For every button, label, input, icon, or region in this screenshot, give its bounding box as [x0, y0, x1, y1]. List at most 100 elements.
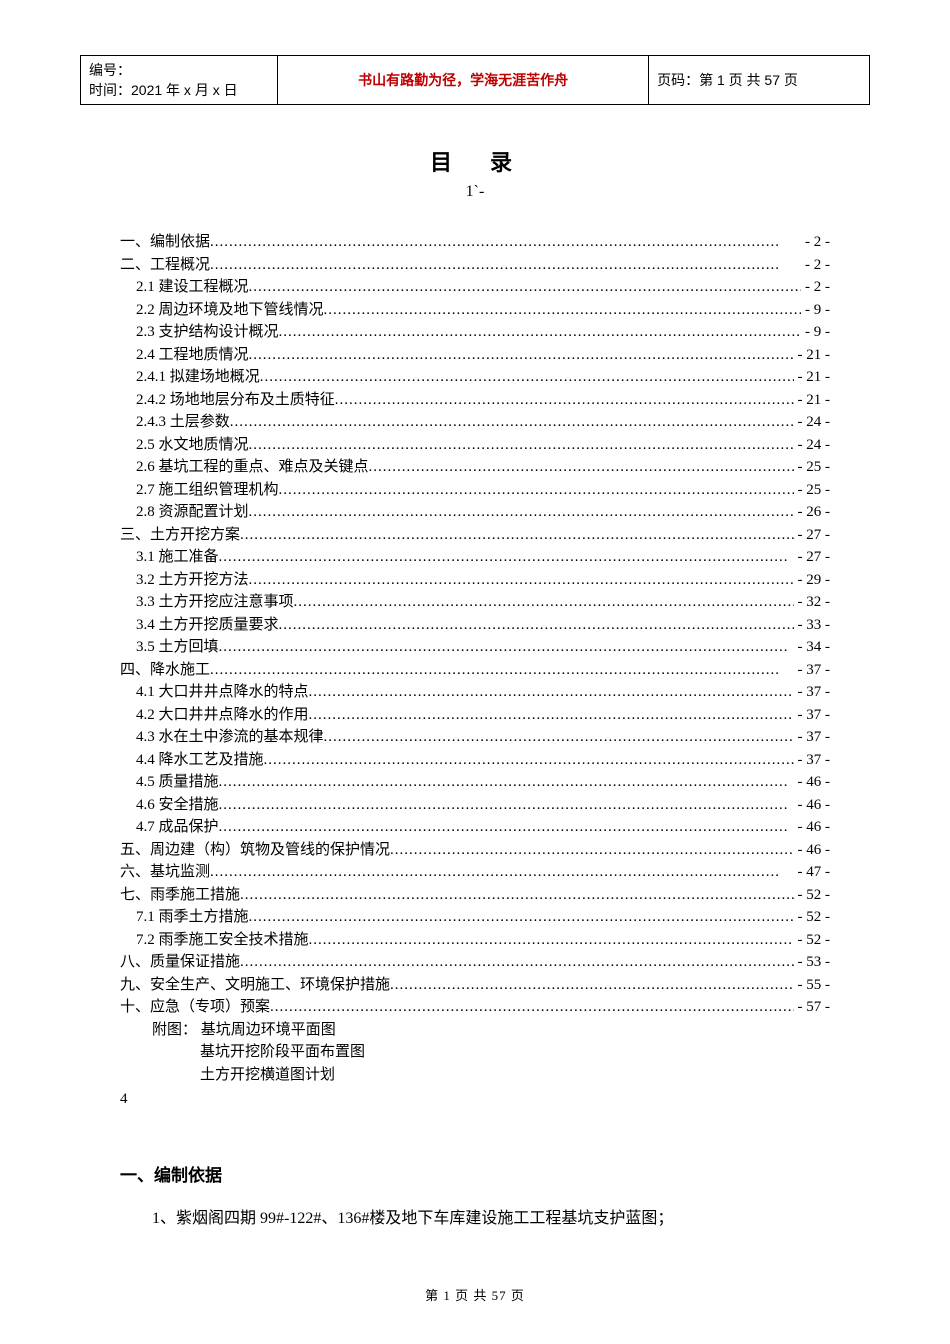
- toc-entry: 四、降水施工- 37 -: [120, 659, 830, 682]
- toc-label: 2.6 基坑工程的重点、难点及关键点: [136, 456, 369, 479]
- toc-page-number: - 46 -: [794, 794, 831, 817]
- toc-entry: 2.3 支护结构设计概况- 9 -: [120, 321, 830, 344]
- attachment-item: 基坑开挖阶段平面布置图: [120, 1041, 830, 1064]
- toc-label: 4.5 质量措施: [136, 771, 219, 794]
- toc-entry: 2.4.2 场地地层分布及土质特征- 21 -: [120, 389, 830, 412]
- toc-label: 3.5 土方回填: [136, 636, 219, 659]
- toc-page-number: - 24 -: [794, 434, 831, 457]
- toc-leader-dots: [240, 884, 793, 907]
- toc-leader-dots: [279, 321, 801, 344]
- toc-page-number: - 46 -: [794, 771, 831, 794]
- toc-label: 三、土方开挖方案: [120, 524, 240, 547]
- toc-label: 3.4 土方开挖质量要求: [136, 614, 279, 637]
- toc-label: 七、雨季施工措施: [120, 884, 240, 907]
- toc-entry: 六、基坑监测- 47 -: [120, 861, 830, 884]
- header-motto: 书山有路勤为径，学海无涯苦作舟: [278, 56, 649, 105]
- toc-page-number: - 21 -: [794, 344, 831, 367]
- toc-page-number: - 2 -: [801, 231, 830, 254]
- toc-leader-dots: [219, 546, 794, 569]
- toc-leader-dots: [219, 816, 794, 839]
- toc-leader-dots: [240, 524, 793, 547]
- toc-entry: 三、土方开挖方案 - 27 -: [120, 524, 830, 547]
- toc-page-number: - 21 -: [794, 366, 831, 389]
- toc-entry: 4.6 安全措施- 46 -: [120, 794, 830, 817]
- toc-leader-dots: [230, 411, 794, 434]
- toc-entry: 十、应急（专项）预案 - 57 -: [120, 996, 830, 1019]
- page-subtitle: 1`-: [80, 183, 870, 201]
- toc-leader-dots: [210, 231, 801, 254]
- attachment-item: 土方开挖横道图计划: [120, 1064, 830, 1087]
- toc-leader-dots: [279, 614, 794, 637]
- toc-entry: 3.3 土方开挖应注意事项 - 32 -: [120, 591, 830, 614]
- toc-leader-dots: [270, 996, 793, 1019]
- toc-page-number: - 24 -: [794, 411, 831, 434]
- toc-leader-dots: [390, 974, 793, 997]
- section-heading: 一、编制依据: [80, 1161, 870, 1186]
- toc-leader-dots: [279, 479, 794, 502]
- toc-entry: 7.1 雨季土方措施- 52 -: [120, 906, 830, 929]
- toc-page-number: - 46 -: [794, 816, 831, 839]
- toc-page-number: - 34 -: [794, 636, 831, 659]
- stray-number: 4: [120, 1088, 830, 1111]
- toc-label: 2.4.1 拟建场地概况: [136, 366, 260, 389]
- toc-leader-dots: [309, 681, 794, 704]
- toc-entry: 3.2 土方开挖方法- 29 -: [120, 569, 830, 592]
- toc-page-number: - 46 -: [794, 839, 831, 862]
- toc-page-number: - 25 -: [794, 456, 831, 479]
- toc-page-number: - 32 -: [794, 591, 831, 614]
- toc-entry: 4.7 成品保护 - 46 -: [120, 816, 830, 839]
- toc-leader-dots: [309, 704, 794, 727]
- toc-page-number: - 37 -: [794, 681, 831, 704]
- body-paragraph: 1、紫烟阁四期 99#-122#、136#楼及地下车库建设施工工程基坑支护蓝图；: [80, 1204, 870, 1228]
- toc-entry: 二、工程概况- 2 -: [120, 254, 830, 277]
- toc-label: 九、安全生产、文明施工、环境保护措施: [120, 974, 390, 997]
- toc-entry: 五、周边建（构）筑物及管线的保护情况 - 46 -: [120, 839, 830, 862]
- toc-page-number: - 52 -: [794, 906, 831, 929]
- document-page: 编号： 时间：2021 年 x 月 x 日 书山有路勤为径，学海无涯苦作舟 页码…: [0, 0, 950, 1268]
- toc-leader-dots: [249, 569, 794, 592]
- toc-label: 7.2 雨季施工安全技术措施: [136, 929, 309, 952]
- toc-label: 十、应急（专项）预案: [120, 996, 270, 1019]
- toc-entry: 4.4 降水工艺及措施- 37 -: [120, 749, 830, 772]
- toc-page-number: - 26 -: [794, 501, 831, 524]
- toc-leader-dots: [249, 501, 794, 524]
- toc-leader-dots: [260, 366, 794, 389]
- toc-entry: 2.4.3 土层参数- 24 -: [120, 411, 830, 434]
- toc-label: 4.7 成品保护: [136, 816, 219, 839]
- toc-leader-dots: [369, 456, 794, 479]
- toc-page-number: - 55 -: [794, 974, 831, 997]
- toc-entry: 2.1 建设工程概况- 2 -: [120, 276, 830, 299]
- toc-label: 五、周边建（构）筑物及管线的保护情况: [120, 839, 390, 862]
- toc-page-number: - 29 -: [794, 569, 831, 592]
- toc-label: 八、质量保证措施: [120, 951, 240, 974]
- toc-page-number: - 27 -: [794, 524, 831, 547]
- toc-entry: 2.4.1 拟建场地概况 - 21 -: [120, 366, 830, 389]
- toc-label: 2.4 工程地质情况: [136, 344, 249, 367]
- attachment-prefix: 附图：: [152, 1022, 197, 1038]
- toc-leader-dots: [210, 861, 793, 884]
- toc-leader-dots: [249, 434, 794, 457]
- toc-entry: 一、编制依据- 2 -: [120, 231, 830, 254]
- toc-leader-dots: [219, 771, 794, 794]
- toc-entry: 九、安全生产、文明施工、环境保护措施 - 55 -: [120, 974, 830, 997]
- toc-leader-dots: [324, 726, 794, 749]
- page-title: 目 录: [80, 145, 870, 177]
- toc-leader-dots: [249, 906, 794, 929]
- doc-date-label: 时间：2021 年 x 月 x 日: [89, 80, 269, 100]
- toc-page-number: - 52 -: [794, 884, 831, 907]
- toc-label: 4.4 降水工艺及措施: [136, 749, 264, 772]
- toc-page-number: - 9 -: [801, 299, 830, 322]
- toc-entry: 2.8 资源配置计划 - 26 -: [120, 501, 830, 524]
- toc-entry: 2.5 水文地质情况- 24 -: [120, 434, 830, 457]
- toc-entry: 2.7 施工组织管理机构- 25 -: [120, 479, 830, 502]
- toc-label: 2.8 资源配置计划: [136, 501, 249, 524]
- toc-leader-dots: [324, 299, 801, 322]
- toc-entry: 2.6 基坑工程的重点、难点及关键点 - 25 -: [120, 456, 830, 479]
- attachment-line-1: 附图： 基坑周边环境平面图: [120, 1019, 830, 1042]
- page-footer: 第 1 页 共 57 页: [0, 1285, 950, 1304]
- toc-label: 二、工程概况: [120, 254, 210, 277]
- toc-page-number: - 52 -: [794, 929, 831, 952]
- toc-page-number: - 27 -: [794, 546, 831, 569]
- toc-label: 3.3 土方开挖应注意事项: [136, 591, 294, 614]
- toc-page-number: - 57 -: [794, 996, 831, 1019]
